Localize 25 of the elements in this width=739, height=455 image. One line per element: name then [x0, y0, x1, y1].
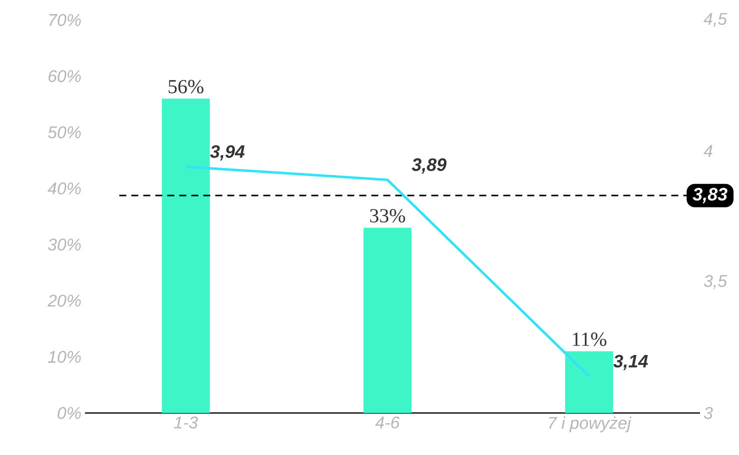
y-tick-label: 10%	[48, 350, 81, 363]
y2-tick-label: 3,5	[704, 275, 728, 289]
ref-line-label: 3,83	[692, 188, 728, 204]
data-label: 3,94	[210, 145, 245, 161]
bar	[363, 228, 412, 413]
y2-tick-label: 4	[704, 145, 712, 157]
y2-tick-label: 4,5	[704, 13, 728, 27]
x-tick-label: 4-6	[375, 416, 400, 429]
y-tick-label: 50%	[48, 126, 81, 138]
bar	[565, 351, 614, 413]
x-tick-label: 7 i powyżej	[548, 416, 632, 432]
y-tick-label: 20%	[47, 294, 81, 307]
x-tick-label: 1-3	[174, 416, 198, 429]
bar	[162, 98, 210, 413]
data-label: 33%	[370, 209, 406, 223]
data-label: 11%	[572, 332, 606, 346]
y-tick-label: 60%	[48, 70, 81, 82]
y-tick-label: 30%	[48, 238, 81, 251]
data-label: 3,89	[412, 158, 446, 174]
y-tick-label: 70%	[49, 14, 81, 26]
data-label: 56%	[168, 80, 204, 94]
y2-tick-label: 3	[704, 407, 713, 419]
y-tick-label: 40%	[48, 182, 81, 194]
y-tick-label: 0%	[58, 407, 81, 419]
data-label: 3,14	[613, 354, 648, 370]
